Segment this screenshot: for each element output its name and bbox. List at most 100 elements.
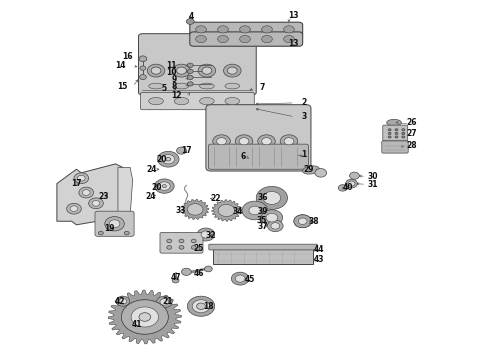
Circle shape — [191, 239, 196, 243]
Circle shape — [201, 231, 211, 238]
FancyBboxPatch shape — [190, 22, 303, 37]
Circle shape — [139, 313, 151, 321]
Circle shape — [338, 185, 347, 191]
FancyBboxPatch shape — [383, 125, 408, 141]
Polygon shape — [108, 290, 181, 344]
Text: 37: 37 — [258, 222, 269, 231]
Circle shape — [280, 135, 298, 148]
FancyBboxPatch shape — [190, 32, 303, 46]
Circle shape — [179, 239, 184, 243]
Text: 7: 7 — [260, 83, 265, 92]
Text: 40: 40 — [343, 183, 353, 192]
FancyBboxPatch shape — [160, 232, 203, 253]
Ellipse shape — [199, 98, 214, 105]
Circle shape — [140, 66, 146, 70]
Circle shape — [186, 19, 194, 24]
Circle shape — [74, 173, 89, 184]
Text: 34: 34 — [233, 207, 243, 216]
Text: 46: 46 — [194, 269, 204, 278]
Text: 35: 35 — [257, 216, 267, 225]
Text: 33: 33 — [176, 206, 186, 215]
Circle shape — [266, 213, 278, 222]
FancyBboxPatch shape — [209, 244, 318, 250]
Circle shape — [70, 206, 78, 212]
Ellipse shape — [284, 36, 294, 42]
Circle shape — [140, 75, 147, 80]
Text: 21: 21 — [162, 297, 172, 306]
Polygon shape — [181, 199, 209, 219]
Circle shape — [284, 138, 294, 145]
Circle shape — [395, 129, 398, 131]
Text: 39: 39 — [257, 207, 268, 216]
Circle shape — [187, 63, 193, 67]
Text: 18: 18 — [203, 302, 214, 311]
Circle shape — [77, 175, 85, 181]
Ellipse shape — [174, 98, 189, 105]
Ellipse shape — [149, 83, 163, 89]
Text: 28: 28 — [406, 141, 417, 150]
Circle shape — [82, 190, 90, 195]
Ellipse shape — [262, 36, 272, 42]
Text: 24: 24 — [147, 165, 157, 174]
Text: 27: 27 — [406, 129, 417, 138]
Circle shape — [162, 154, 174, 164]
Circle shape — [204, 266, 212, 272]
Circle shape — [147, 64, 165, 77]
Circle shape — [242, 201, 268, 220]
Circle shape — [218, 204, 235, 217]
Circle shape — [192, 300, 210, 313]
Text: 20: 20 — [151, 183, 162, 192]
Circle shape — [187, 296, 215, 316]
Circle shape — [395, 136, 398, 138]
Circle shape — [198, 64, 216, 77]
Circle shape — [181, 268, 191, 275]
Circle shape — [109, 220, 120, 228]
Circle shape — [227, 67, 237, 74]
Circle shape — [196, 303, 205, 310]
Circle shape — [388, 129, 391, 131]
Circle shape — [191, 246, 196, 249]
Ellipse shape — [262, 26, 272, 33]
Text: 15: 15 — [118, 82, 128, 91]
Circle shape — [261, 210, 283, 226]
Ellipse shape — [240, 36, 250, 42]
Text: 4: 4 — [189, 12, 194, 21]
Circle shape — [263, 192, 281, 204]
Circle shape — [262, 138, 271, 145]
Circle shape — [388, 132, 391, 134]
Text: 36: 36 — [257, 193, 268, 202]
Circle shape — [131, 307, 159, 327]
Ellipse shape — [225, 83, 240, 89]
Text: 42: 42 — [115, 297, 125, 306]
Circle shape — [176, 67, 186, 74]
Circle shape — [151, 67, 161, 74]
Circle shape — [162, 185, 166, 188]
Circle shape — [159, 182, 170, 190]
Text: 1: 1 — [301, 150, 306, 159]
Circle shape — [268, 220, 283, 231]
Circle shape — [187, 82, 193, 86]
Circle shape — [124, 231, 129, 235]
Circle shape — [116, 296, 130, 306]
Circle shape — [235, 275, 245, 282]
Polygon shape — [118, 167, 133, 218]
Polygon shape — [212, 200, 241, 221]
FancyBboxPatch shape — [208, 144, 309, 169]
Ellipse shape — [196, 36, 206, 42]
Ellipse shape — [303, 166, 319, 174]
Ellipse shape — [284, 26, 294, 33]
Circle shape — [155, 179, 174, 193]
Circle shape — [402, 129, 405, 131]
Circle shape — [315, 168, 327, 177]
Ellipse shape — [218, 36, 228, 42]
Polygon shape — [213, 249, 314, 264]
Circle shape — [122, 300, 168, 334]
Circle shape — [395, 132, 398, 134]
Text: 5: 5 — [162, 84, 167, 93]
Circle shape — [298, 218, 307, 225]
Text: 19: 19 — [104, 224, 115, 233]
Circle shape — [202, 67, 212, 74]
Circle shape — [213, 135, 230, 148]
FancyBboxPatch shape — [206, 105, 311, 171]
Text: 38: 38 — [309, 217, 319, 226]
